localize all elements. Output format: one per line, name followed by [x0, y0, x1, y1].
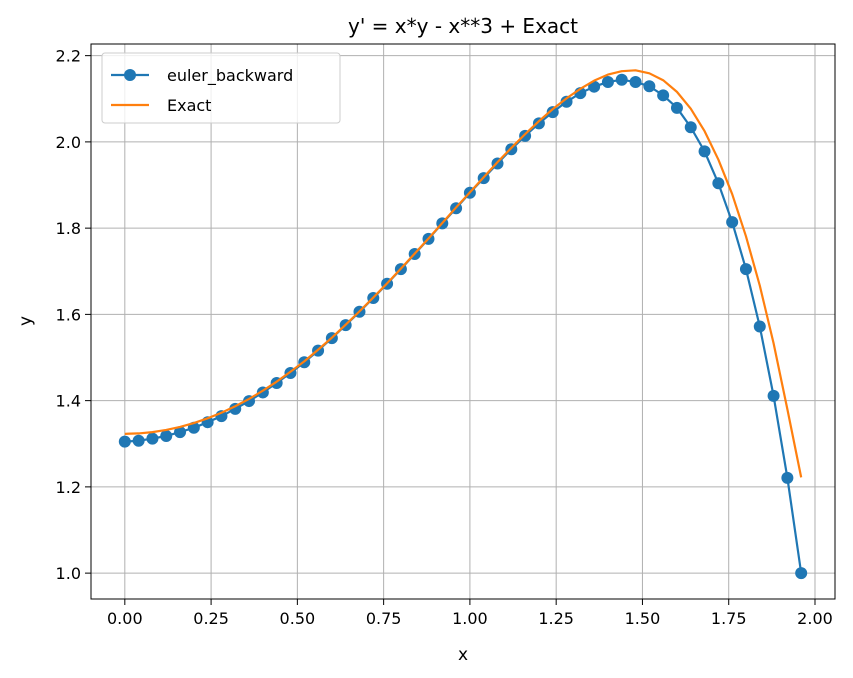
- legend: euler_backward Exact: [101, 52, 341, 124]
- data-point-euler-backward: [670, 101, 683, 114]
- x-tick-label: 0.25: [193, 609, 229, 628]
- legend-label-exact: Exact: [167, 96, 211, 115]
- data-point-euler-backward: [174, 426, 187, 439]
- data-point-euler-backward: [560, 95, 573, 108]
- y-tick-label: 1.4: [56, 392, 81, 411]
- data-point-euler-backward: [657, 89, 670, 102]
- y-axis-label: y: [16, 316, 36, 326]
- data-point-euler-backward: [519, 129, 532, 142]
- x-tick-label: 0.50: [280, 609, 316, 628]
- plot-frame: [90, 43, 836, 600]
- legend-label-euler-backward: euler_backward: [167, 66, 293, 86]
- legend-marker-euler-backward: [124, 69, 136, 81]
- series-layer: [118, 69, 808, 580]
- grid: [91, 44, 835, 599]
- data-point-euler-backward: [532, 117, 545, 130]
- ticks: 0.00 0.25 0.50 0.75 1.00 1.25 1.50 1.75 2.00 1.0 1…: [56, 47, 833, 628]
- y-tick-label: 2.2: [56, 47, 81, 66]
- x-tick-label: 0.00: [107, 609, 143, 628]
- data-point-euler-backward: [698, 145, 711, 158]
- y-tick-label: 1.6: [56, 305, 81, 324]
- legend-box: [101, 52, 341, 124]
- data-point-euler-backward: [132, 434, 145, 447]
- data-point-euler-backward: [546, 106, 559, 119]
- y-tick-label: 1.2: [56, 478, 81, 497]
- y-tick-label: 1.8: [56, 219, 81, 238]
- data-point-euler-backward: [118, 435, 131, 448]
- data-point-euler-backward: [601, 75, 614, 88]
- data-point-euler-backward: [629, 75, 642, 88]
- data-point-euler-backward: [781, 471, 794, 484]
- data-point-euler-backward: [146, 432, 159, 445]
- chart-title: y' = x*y - x**3 + Exact: [348, 14, 578, 38]
- data-point-euler-backward: [615, 73, 628, 86]
- y-tick-label: 2.0: [56, 133, 81, 152]
- data-point-euler-backward: [643, 80, 656, 93]
- data-point-euler-backward: [767, 389, 780, 402]
- x-tick-label: 2.00: [797, 609, 833, 628]
- y-tick-label: 1.0: [56, 564, 81, 583]
- x-tick-label: 1.50: [625, 609, 661, 628]
- data-point-euler-backward: [739, 263, 752, 276]
- x-tick-label: 1.25: [538, 609, 574, 628]
- data-point-euler-backward: [795, 567, 808, 580]
- x-tick-label: 1.75: [711, 609, 747, 628]
- x-tick-label: 1.00: [452, 609, 488, 628]
- x-tick-label: 0.75: [366, 609, 402, 628]
- data-point-euler-backward: [753, 320, 766, 333]
- data-point-euler-backward: [684, 121, 697, 134]
- data-point-euler-backward: [726, 216, 739, 229]
- data-point-euler-backward: [160, 429, 173, 442]
- x-axis-label: x: [458, 645, 468, 665]
- series-line-exact: [124, 69, 803, 478]
- data-point-euler-backward: [712, 177, 725, 190]
